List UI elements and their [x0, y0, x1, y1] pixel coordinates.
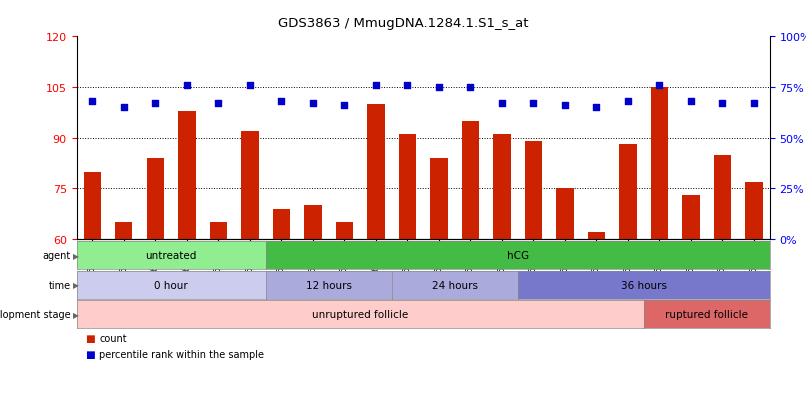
Point — [590, 104, 603, 111]
Point — [559, 103, 571, 109]
Point — [212, 101, 225, 107]
Text: 36 hours: 36 hours — [621, 280, 667, 290]
Bar — [241, 132, 259, 240]
Bar — [556, 189, 574, 240]
Bar — [399, 135, 416, 240]
Bar — [84, 172, 101, 240]
Point — [527, 101, 540, 107]
Bar — [619, 145, 637, 240]
Point — [684, 99, 697, 105]
Text: ▶: ▶ — [73, 251, 79, 260]
Point — [275, 99, 288, 105]
Point — [747, 101, 760, 107]
Point — [118, 104, 131, 111]
Point — [243, 83, 256, 89]
Point — [86, 99, 99, 105]
Text: 0 hour: 0 hour — [154, 280, 188, 290]
Bar — [210, 223, 227, 240]
Text: count: count — [99, 334, 127, 344]
Point — [149, 101, 162, 107]
Point — [338, 103, 351, 109]
Bar — [115, 223, 132, 240]
Text: time: time — [49, 280, 71, 290]
Text: development stage: development stage — [0, 309, 71, 319]
Point — [401, 83, 413, 89]
Bar — [178, 112, 196, 240]
Text: 12 hours: 12 hours — [305, 280, 351, 290]
Text: unruptured follicle: unruptured follicle — [312, 309, 409, 319]
Point — [464, 84, 477, 91]
Text: ruptured follicle: ruptured follicle — [665, 309, 748, 319]
Bar — [525, 142, 542, 240]
Text: GDS3863 / MmugDNA.1284.1.S1_s_at: GDS3863 / MmugDNA.1284.1.S1_s_at — [278, 17, 528, 29]
Text: hCG: hCG — [507, 251, 529, 261]
Text: ▶: ▶ — [73, 280, 79, 290]
Bar — [650, 88, 668, 240]
Bar — [714, 155, 731, 240]
Bar — [493, 135, 510, 240]
Bar — [147, 159, 164, 240]
Point — [306, 101, 319, 107]
Bar — [336, 223, 353, 240]
Point — [369, 83, 382, 89]
Bar — [462, 121, 479, 240]
Text: agent: agent — [43, 251, 71, 261]
Bar — [746, 182, 762, 240]
Text: ■: ■ — [85, 349, 94, 359]
Point — [496, 101, 509, 107]
Point — [181, 83, 193, 89]
Bar — [304, 206, 322, 240]
Point — [653, 83, 666, 89]
Bar — [272, 209, 290, 240]
Bar — [368, 104, 384, 240]
Point — [433, 84, 446, 91]
Bar — [588, 233, 605, 240]
Text: untreated: untreated — [145, 251, 197, 261]
Text: 24 hours: 24 hours — [432, 280, 478, 290]
Text: ▶: ▶ — [73, 310, 79, 319]
Point — [621, 99, 634, 105]
Bar — [430, 159, 447, 240]
Text: ■: ■ — [85, 334, 94, 344]
Bar — [683, 196, 700, 240]
Point — [716, 101, 729, 107]
Text: percentile rank within the sample: percentile rank within the sample — [99, 349, 264, 359]
